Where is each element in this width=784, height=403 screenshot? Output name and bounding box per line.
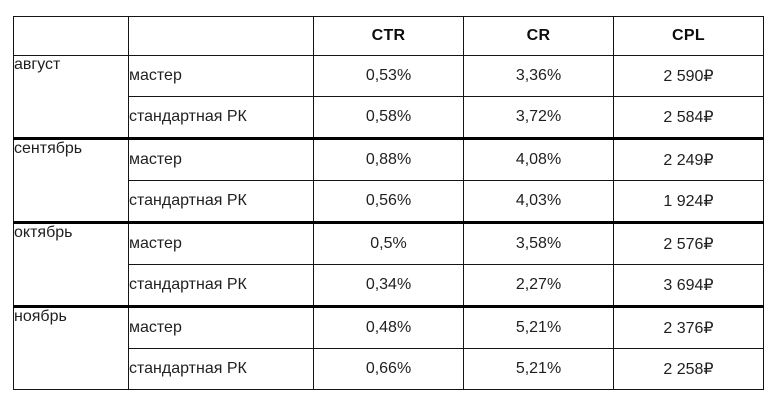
campaign-type-cell: стандартная РК xyxy=(128,348,314,390)
cpl-value-cell: 2 376₽ xyxy=(613,305,764,349)
ctr-value-cell: 0,48% xyxy=(313,305,464,349)
table-row-october-standard: стандартная РК 0,34% 2,27% 3 694₽ xyxy=(14,264,764,307)
table-row-august-standard: стандартная РК 0,58% 3,72% 2 584₽ xyxy=(14,96,764,139)
campaign-type-cell: мастер xyxy=(128,55,314,97)
ctr-value-cell: 0,34% xyxy=(313,264,464,307)
table-row-september-standard: стандартная РК 0,56% 4,03% 1 924₽ xyxy=(14,180,764,223)
campaign-type-cell: мастер xyxy=(128,221,314,265)
table-row-october-master: октябрь мастер 0,5% 3,58% 2 576₽ xyxy=(13,221,764,307)
campaign-metrics-table: CTR CR CPL август мастер 0,53% 3,36% 2 5… xyxy=(13,16,764,390)
ctr-value-cell: 0,66% xyxy=(313,348,464,390)
month-cell-september: сентябрь xyxy=(13,137,129,223)
campaign-type-cell: стандартная РК xyxy=(128,96,314,139)
cpl-value-cell: 2 576₽ xyxy=(613,221,764,265)
ctr-value-cell: 0,53% xyxy=(313,55,464,97)
campaign-type-cell: мастер xyxy=(128,137,314,181)
cr-value-cell: 2,27% xyxy=(463,264,614,307)
table-row-november-master: ноябрь мастер 0,48% 5,21% 2 376₽ xyxy=(13,305,764,390)
table-row-november-standard: стандартная РК 0,66% 5,21% 2 258₽ xyxy=(14,348,764,390)
month-cell-august: август xyxy=(13,55,129,139)
cr-value-cell: 3,36% xyxy=(463,55,614,97)
table-row-august-master: август мастер 0,53% 3,36% 2 590₽ xyxy=(13,55,764,139)
month-cell-november: ноябрь xyxy=(13,305,129,390)
cr-value-cell: 4,08% xyxy=(463,137,614,181)
campaign-type-cell: стандартная РК xyxy=(128,264,314,307)
cr-value-cell: 3,58% xyxy=(463,221,614,265)
campaign-type-cell: мастер xyxy=(128,305,314,349)
cr-value-cell: 5,21% xyxy=(463,348,614,390)
cpl-value-cell: 2 258₽ xyxy=(613,348,764,390)
ctr-value-cell: 0,58% xyxy=(313,96,464,139)
header-cr: CR xyxy=(463,16,614,56)
ctr-value-cell: 0,56% xyxy=(313,180,464,223)
cr-value-cell: 3,72% xyxy=(463,96,614,139)
cpl-value-cell: 3 694₽ xyxy=(613,264,764,307)
ctr-value-cell: 0,88% xyxy=(313,137,464,181)
cr-value-cell: 5,21% xyxy=(463,305,614,349)
table-row-september-master: сентябрь мастер 0,88% 4,08% 2 249₽ xyxy=(13,137,764,223)
cpl-value-cell: 1 924₽ xyxy=(613,180,764,223)
header-row: CTR CR CPL xyxy=(13,16,764,56)
cpl-value-cell: 2 584₽ xyxy=(613,96,764,139)
cpl-value-cell: 2 249₽ xyxy=(613,137,764,181)
header-month-empty xyxy=(13,16,129,56)
header-campaign-empty xyxy=(128,16,314,56)
month-cell-october: октябрь xyxy=(13,221,129,307)
cr-value-cell: 4,03% xyxy=(463,180,614,223)
cpl-value-cell: 2 590₽ xyxy=(613,55,764,97)
campaign-type-cell: стандартная РК xyxy=(128,180,314,223)
ctr-value-cell: 0,5% xyxy=(313,221,464,265)
header-ctr: CTR xyxy=(313,16,464,56)
header-cpl: CPL xyxy=(613,16,764,56)
